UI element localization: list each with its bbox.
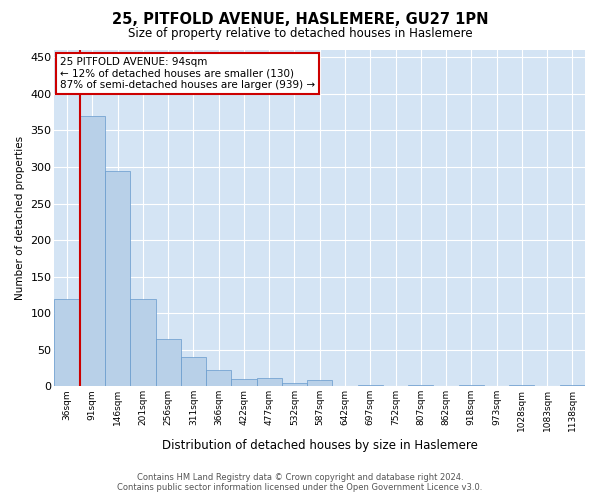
- Text: 25, PITFOLD AVENUE, HASLEMERE, GU27 1PN: 25, PITFOLD AVENUE, HASLEMERE, GU27 1PN: [112, 12, 488, 28]
- Bar: [358, 385, 383, 386]
- Bar: [509, 385, 535, 386]
- Bar: [130, 298, 155, 386]
- Bar: [560, 385, 585, 386]
- Text: Contains HM Land Registry data © Crown copyright and database right 2024.
Contai: Contains HM Land Registry data © Crown c…: [118, 473, 482, 492]
- Bar: [55, 298, 80, 386]
- Bar: [80, 116, 105, 386]
- Bar: [307, 380, 332, 386]
- Bar: [155, 338, 181, 386]
- Bar: [282, 382, 307, 386]
- Y-axis label: Number of detached properties: Number of detached properties: [15, 136, 25, 300]
- Bar: [181, 357, 206, 386]
- Bar: [105, 170, 130, 386]
- Bar: [408, 385, 433, 386]
- Text: Size of property relative to detached houses in Haslemere: Size of property relative to detached ho…: [128, 28, 472, 40]
- Text: 25 PITFOLD AVENUE: 94sqm
← 12% of detached houses are smaller (130)
87% of semi-: 25 PITFOLD AVENUE: 94sqm ← 12% of detach…: [60, 56, 315, 90]
- Bar: [458, 385, 484, 386]
- Bar: [206, 370, 232, 386]
- X-axis label: Distribution of detached houses by size in Haslemere: Distribution of detached houses by size …: [162, 440, 478, 452]
- Bar: [257, 378, 282, 386]
- Bar: [232, 379, 257, 386]
